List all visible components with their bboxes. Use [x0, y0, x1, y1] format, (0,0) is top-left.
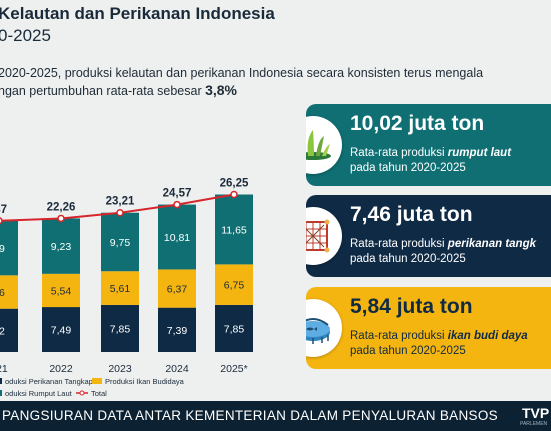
card-aquaculture-desc: Rata-rata produksi ikan budi daya: [350, 330, 528, 342]
card-aquaculture-value: 5,84 juta ton: [350, 295, 473, 318]
x-tick-label-0: 021: [0, 363, 8, 375]
total-label-4: 26,25: [220, 178, 249, 190]
total-point-1: [57, 214, 65, 223]
bar-label-0-3: 7,39: [167, 325, 188, 337]
bar-segment-2-3: [158, 204, 196, 270]
bar-label-0-2: 7,85: [110, 323, 131, 335]
legend-label-1: Produksi Ikan Budidaya: [105, 377, 185, 386]
news-ticker-bar: PANGSIURAN DATA ANTAR KEMENTERIAN DALAM …: [0, 401, 551, 431]
total-label-3: 24,57: [163, 188, 192, 200]
fish-pond-icon: [306, 299, 342, 357]
bar-segment-0-4: [215, 304, 253, 352]
bar-label-2-1: 9,23: [51, 241, 72, 253]
bar-segment-1-4: [215, 264, 253, 305]
legend-marker-total: [79, 390, 85, 396]
fishing-net-icon: [306, 207, 342, 265]
legend-swatch-2: [0, 390, 2, 396]
bar-label-1-4: 6,75: [224, 280, 245, 292]
bar-segment-0-1: [42, 307, 80, 352]
channel-logo-sub: PARLEMEN: [520, 421, 548, 427]
x-tick-label-1: 2022: [49, 363, 73, 375]
x-tick-label-2: 2023: [108, 363, 132, 375]
card-capture-desc-bold: perikanan tangk: [447, 238, 536, 250]
ticker-text: PANGSIURAN DATA ANTAR KEMENTERIAN DALAM …: [2, 408, 498, 423]
bar-label-0-0: 22: [0, 325, 5, 337]
bar-label-2-0: 09: [0, 243, 5, 255]
card-seaweed-value: 10,02 juta ton: [350, 112, 485, 135]
stacked-bar-chart: 22 56 09 021 7,49 5,54 9,23 2022 7,85 5,61 9,75 202…: [0, 178, 253, 398]
legend-swatch-1: [92, 378, 102, 384]
seaweed-icon: [306, 116, 342, 174]
legend-label-2: oduksi Rumput Laut: [5, 389, 73, 398]
card-aquaculture-period: pada tahun 2020-2025: [350, 345, 466, 357]
card-seaweed-desc-prefix: Rata-rata produksi: [350, 147, 448, 159]
card-seaweed-desc: Rata-rata produksi rumput laut: [350, 147, 511, 159]
bar-label-1-0: 56: [0, 287, 5, 299]
total-point-0: [0, 217, 3, 225]
card-capture-desc-prefix: Rata-rata produksi: [350, 238, 448, 250]
legend-swatch-0: [0, 378, 2, 384]
bar-label-1-2: 5,61: [110, 283, 131, 295]
bar-segment-2-2: [101, 212, 139, 272]
bar-label-1-1: 5,54: [51, 285, 72, 297]
bar-segment-0-3: [158, 307, 196, 352]
x-tick-label-4: 2025*: [220, 363, 247, 375]
bar-segment-2-1: [42, 218, 80, 274]
bar-label-0-4: 7,85: [224, 323, 245, 335]
legend-label-total: Total: [91, 389, 107, 398]
total-label-2: 23,21: [106, 196, 135, 208]
total-label-1: 22,26: [47, 201, 76, 213]
total-point-2: [116, 208, 124, 217]
total-label-0: ,87: [0, 204, 7, 216]
bar-segment-1-1: [42, 273, 80, 308]
bar-label-2-2: 9,75: [110, 237, 131, 249]
card-capture-period: pada tahun 2020-2025: [350, 253, 466, 265]
growth-rate: 3,8%: [205, 82, 237, 98]
bar-segment-1-2: [101, 271, 139, 305]
bar-segment-0-0: [0, 308, 18, 352]
intro-line-2-prefix: ngan pertumbuhan rata-rata sebesar: [0, 84, 206, 98]
bar-segment-1-3: [158, 269, 196, 308]
bar-segment-0-2: [101, 304, 139, 352]
page-subtitle: 0-2025: [0, 26, 51, 45]
total-point-4: [230, 190, 238, 199]
legend-label-0: oduksi Perikanan Tangkap: [5, 377, 93, 386]
card-seaweed: 10,02 juta ton Rata-rata produksi rumput…: [306, 104, 551, 186]
card-aquaculture-desc-bold: ikan budi daya: [447, 330, 528, 342]
card-capture-fisheries: 7,46 juta ton Rata-rata produksi perikan…: [306, 195, 551, 277]
bar-segment-1-0: [0, 275, 18, 309]
x-tick-label-3: 2024: [165, 363, 189, 375]
page-title: Kelautan dan Perikanan Indonesia: [0, 4, 275, 23]
card-seaweed-period: pada tahun 2020-2025: [350, 162, 466, 174]
total-point-3: [173, 200, 181, 209]
bar-label-2-4: 11,65: [221, 224, 247, 236]
bar-segment-2-0: [0, 220, 18, 276]
bar-segment-2-4: [215, 194, 253, 265]
card-seaweed-desc-bold: rumput laut: [447, 147, 512, 159]
bar-label-0-1: 7,49: [51, 325, 72, 337]
card-capture-desc: Rata-rata produksi perikanan tangk: [350, 238, 536, 250]
intro-line-2: ngan pertumbuhan rata-rata sebesar 3,8%: [0, 82, 237, 98]
card-capture-value: 7,46 juta ton: [350, 203, 473, 226]
bar-label-1-3: 6,37: [167, 284, 188, 296]
card-aquaculture-desc-prefix: Rata-rata produksi: [350, 330, 448, 342]
channel-logo: TVP: [522, 405, 550, 421]
card-aquaculture: 5,84 juta ton Rata-rata produksi ikan bu…: [306, 287, 551, 369]
intro-line-1: 2020-2025, produksi kelautan dan perikan…: [0, 66, 484, 80]
bar-label-2-3: 10,81: [164, 232, 190, 244]
